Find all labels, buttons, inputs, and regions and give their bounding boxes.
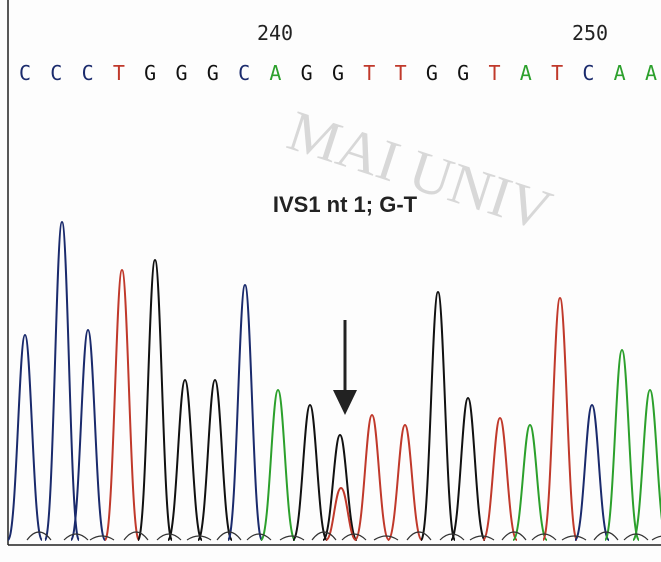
base-call: C [19,61,31,85]
base-call: G [426,61,438,85]
base-call: G [457,61,469,85]
base-call: C [238,61,250,85]
base-call: C [582,61,594,85]
base-call: C [82,61,94,85]
base-call: T [551,61,563,85]
base-call: T [113,61,125,85]
base-call: G [207,61,219,85]
ruler-label: 250 [572,21,608,45]
base-call: A [269,61,281,85]
ruler-label: 240 [257,21,293,45]
base-call: T [363,61,375,85]
page: MAI UNIV 240 250 IVS1 nt 1; G-T CCCTGGGC… [0,0,661,562]
base-call: G [175,61,187,85]
base-call: T [395,61,407,85]
annotation: IVS1 nt 1; G-T [273,192,418,217]
base-call: G [332,61,344,85]
base-call: T [488,61,500,85]
base-call: C [50,61,62,85]
base-call: A [520,61,532,85]
base-call: A [614,61,626,85]
base-call: A [645,61,657,85]
chromatogram: MAI UNIV 240 250 IVS1 nt 1; G-T CCCTGGGC… [0,0,661,562]
base-call: G [144,61,156,85]
base-call: G [301,61,313,85]
